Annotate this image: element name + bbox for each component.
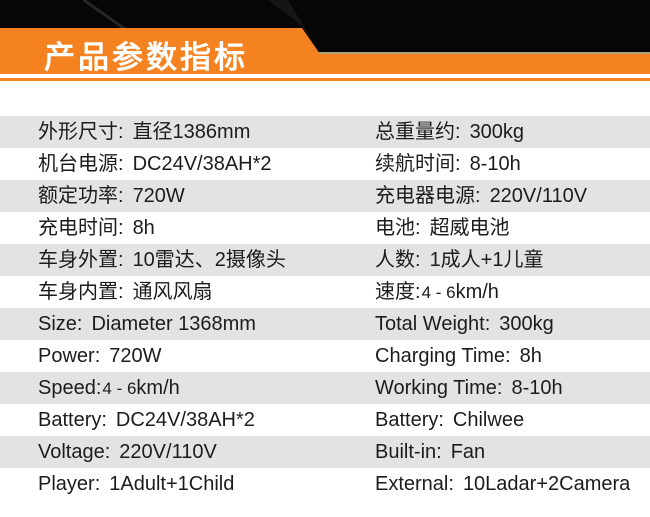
spec-cell-left: 充电时间: 8h	[38, 212, 155, 244]
spec-row: 额定功率: 720W 充电器电源: 220V/110V	[0, 180, 650, 212]
spec-value: 220V/110V	[489, 185, 588, 207]
spec-label: 车身内置:	[38, 281, 124, 303]
spec-row: Voltage: 220V/110V Built-in: Fan	[0, 436, 650, 468]
spec-value-small: 4 - 6	[421, 283, 456, 302]
spec-label: 车身外置:	[38, 249, 124, 271]
spec-value: Diameter 1368mm	[91, 313, 256, 335]
spec-row: Battery: DC24V/38AH*2 Battery: Chilwee	[0, 404, 650, 436]
spec-label: 总重量约:	[375, 121, 461, 143]
spec-value: 300kg	[499, 313, 554, 335]
spec-label: Power:	[38, 345, 101, 367]
spec-cell-left: 机台电源: DC24V/38AH*2	[38, 148, 272, 180]
spec-label: 续航时间:	[375, 153, 461, 175]
spec-table: 外形尺寸: 直径1386mm 总重量约: 300kg 机台电源: DC24V/38AH…	[0, 116, 650, 500]
spec-row: Size: Diameter 1368mm Total Weight: 300kg	[0, 308, 650, 340]
spec-cell-left: 车身外置: 10雷达、2摄像头	[38, 244, 286, 276]
spec-value: 8h	[132, 217, 155, 239]
spec-label: 速度:	[375, 281, 421, 303]
spec-cell-right: Charging Time: 8h	[375, 340, 542, 372]
spec-value: 8-10h	[469, 153, 521, 175]
spec-value: 10Ladar+2Camera	[462, 473, 631, 495]
spec-cell-left: Size: Diameter 1368mm	[38, 308, 256, 340]
spec-label: Total Weight:	[375, 313, 491, 335]
spec-label: 电池:	[375, 217, 421, 239]
spec-cell-right: 速度:4 - 6km/h	[375, 276, 499, 308]
spec-cell-left: 车身内置: 通风风扇	[38, 276, 213, 308]
spec-cell-left: Voltage: 220V/110V	[38, 436, 217, 468]
spec-label: Working Time:	[375, 377, 503, 399]
banner-underline	[0, 78, 650, 81]
spec-row: Player: 1Adult+1Child External: 10Ladar+2C…	[0, 468, 650, 500]
spec-cell-right: Working Time: 8-10h	[375, 372, 563, 404]
spec-row: 机台电源: DC24V/38AH*2 续航时间: 8-10h	[0, 148, 650, 180]
spec-cell-right: 人数: 1成人+1儿童	[375, 244, 544, 276]
spec-label: 充电器电源:	[375, 185, 481, 207]
spec-cell-right: Built-in: Fan	[375, 436, 485, 468]
spec-row: 外形尺寸: 直径1386mm 总重量约: 300kg	[0, 116, 650, 148]
page-title: 产品参数指标	[44, 40, 248, 75]
spec-cell-right: Battery: Chilwee	[375, 404, 524, 436]
spec-value: Fan	[450, 441, 486, 463]
spec-value: 直径1386mm	[132, 121, 251, 143]
spec-row: Power: 720W Charging Time: 8h	[0, 340, 650, 372]
spec-value: 720W	[132, 185, 185, 207]
spec-label: 充电时间:	[38, 217, 124, 239]
spec-cell-left: Power: 720W	[38, 340, 162, 372]
spec-row: 车身外置: 10雷达、2摄像头 人数: 1成人+1儿童	[0, 244, 650, 276]
spec-value: 220V/110V	[119, 441, 217, 463]
spec-value: 300kg	[469, 121, 525, 143]
spec-cell-left: Battery: DC24V/38AH*2	[38, 404, 255, 436]
header-banner: 产品参数指标	[0, 0, 650, 90]
spec-cell-right: 电池: 超威电池	[375, 212, 510, 244]
spec-label: Size:	[38, 313, 83, 335]
spec-cell-right: 续航时间: 8-10h	[375, 148, 521, 180]
spec-label: 额定功率:	[38, 185, 124, 207]
spec-value: 8h	[519, 345, 542, 367]
spec-value: 1Adult+1Child	[109, 473, 235, 495]
spec-cell-right: Total Weight: 300kg	[375, 308, 554, 340]
spec-cell-left: 额定功率: 720W	[38, 180, 185, 212]
spec-label: Player:	[38, 473, 101, 495]
spec-cell-left: Player: 1Adult+1Child	[38, 468, 234, 500]
spec-label: Battery:	[38, 409, 107, 431]
spec-label: 外形尺寸:	[38, 121, 124, 143]
spec-value: 10雷达、2摄像头	[132, 249, 286, 271]
spec-cell-right: 充电器电源: 220V/110V	[375, 180, 587, 212]
spec-value: Chilwee	[452, 409, 525, 431]
spec-cell-left: Speed:4 - 6km/h	[38, 372, 180, 404]
spec-label: Battery:	[375, 409, 444, 431]
spec-value: km/h	[136, 377, 180, 399]
spec-row: 充电时间: 8h 电池: 超威电池	[0, 212, 650, 244]
spec-label: Charging Time:	[375, 345, 511, 367]
spec-value: DC24V/38AH*2	[132, 153, 272, 175]
spec-value: 通风风扇	[132, 281, 213, 303]
spec-value-small: 4 - 6	[102, 379, 137, 398]
spec-label: 人数:	[375, 249, 421, 271]
spec-value: 1成人+1儿童	[429, 249, 544, 271]
spec-value: 720W	[109, 345, 162, 367]
spec-value: DC24V/38AH*2	[115, 409, 255, 431]
spec-cell-right: 总重量约: 300kg	[375, 116, 524, 148]
spec-cell-left: 外形尺寸: 直径1386mm	[38, 116, 250, 148]
spec-row: Speed:4 - 6km/h Working Time: 8-10h	[0, 372, 650, 404]
spec-value: km/h	[455, 281, 499, 303]
spec-label: 机台电源:	[38, 153, 124, 175]
spec-cell-right: External: 10Ladar+2Camera	[375, 468, 630, 500]
banner-strip-highlight	[319, 52, 650, 54]
spec-row: 车身内置: 通风风扇 速度:4 - 6km/h	[0, 276, 650, 308]
spec-label: Voltage:	[38, 441, 111, 463]
spec-value: 超威电池	[429, 217, 510, 239]
spec-label: External:	[375, 473, 454, 495]
spec-label: Built-in:	[375, 441, 442, 463]
spec-value: 8-10h	[511, 377, 563, 399]
spec-label: Speed:	[38, 377, 102, 399]
